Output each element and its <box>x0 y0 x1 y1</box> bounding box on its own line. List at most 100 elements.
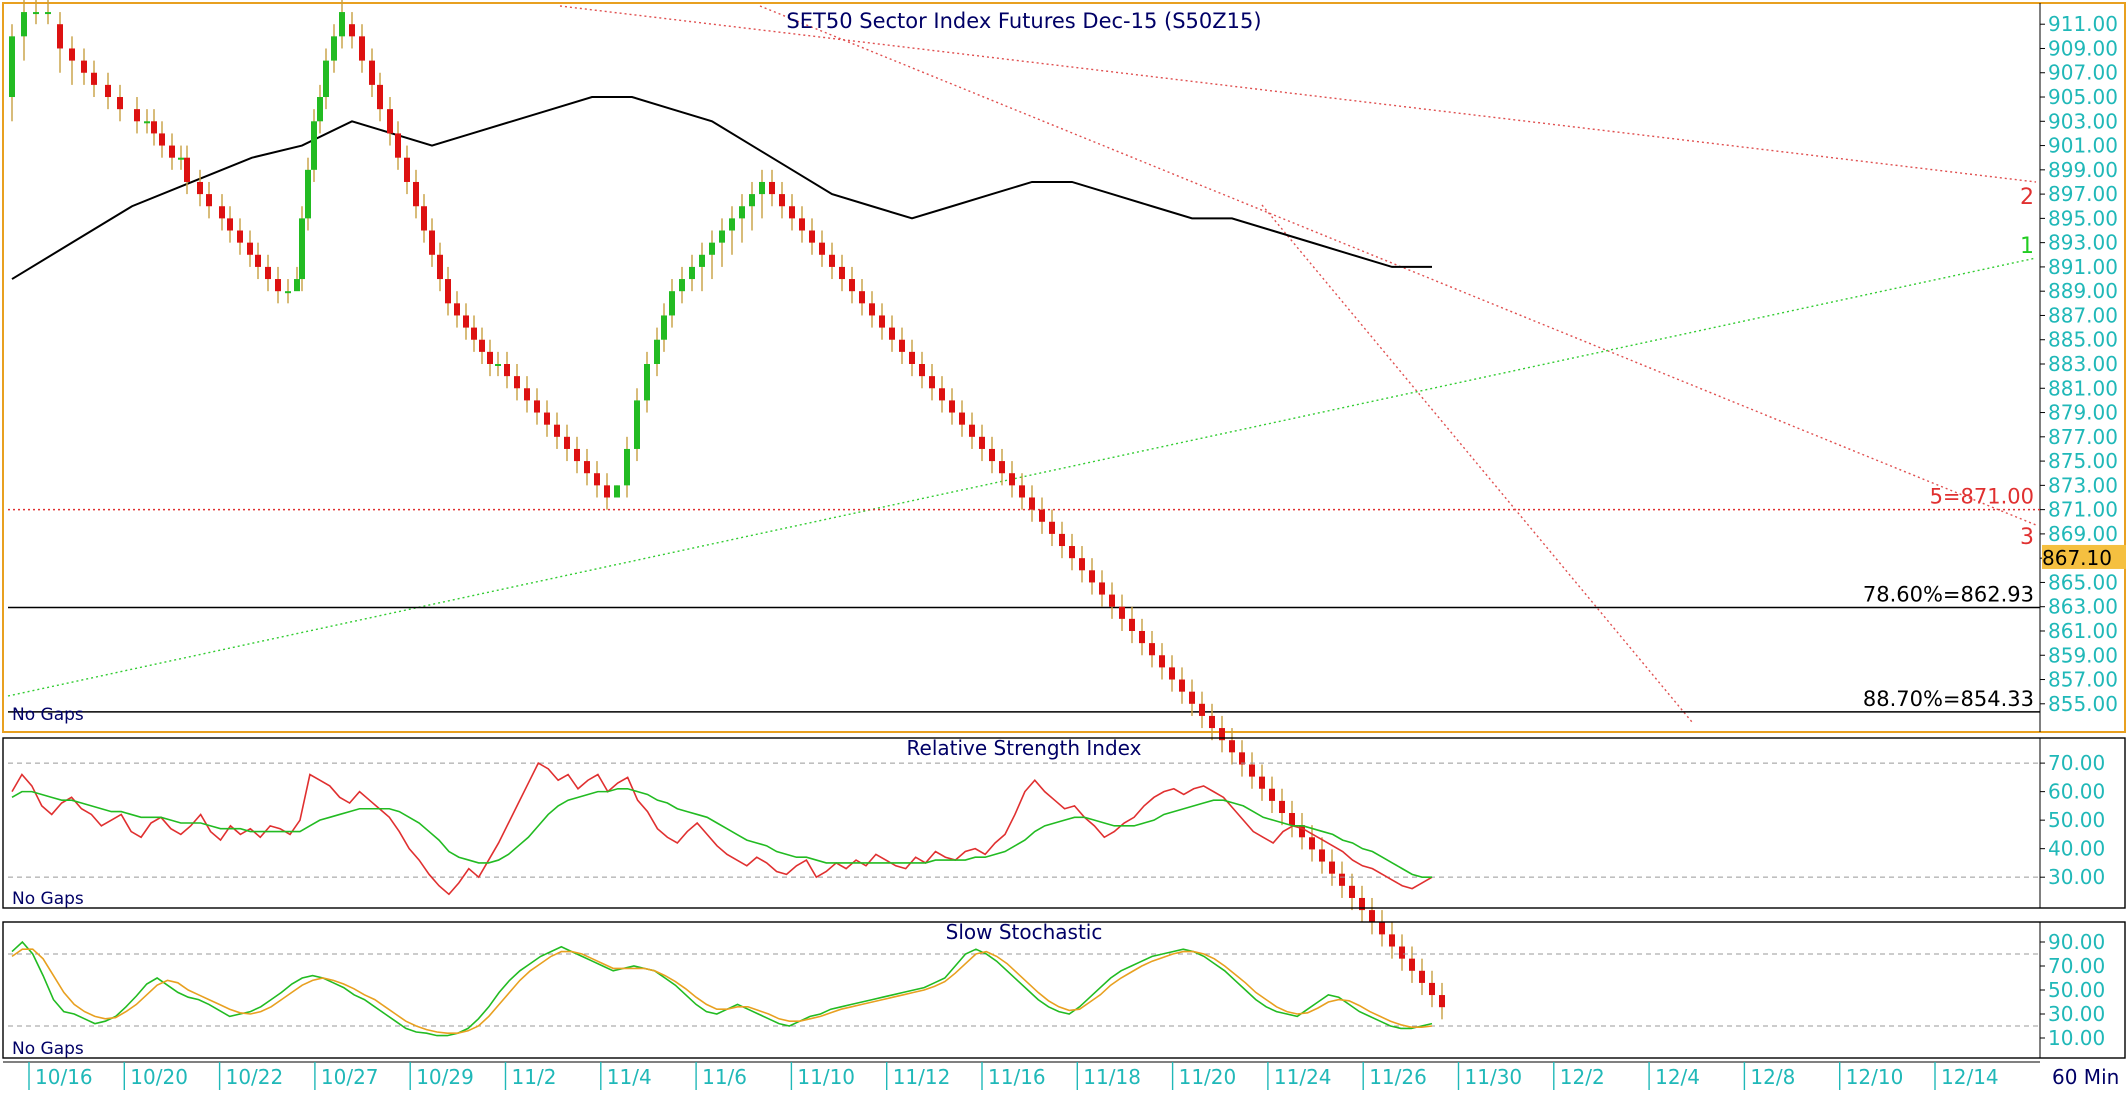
candle-body <box>544 412 550 425</box>
rsi-tick-label: 70.00 <box>2048 751 2105 775</box>
candle-body <box>463 315 469 328</box>
price-panel[interactable]: 911.00909.00907.00905.00903.00901.00899.… <box>2 0 2126 1020</box>
candle-body <box>949 400 955 413</box>
candle-body <box>779 194 785 207</box>
price-tick-label: 905.00 <box>2048 85 2118 109</box>
candle-body <box>749 194 755 207</box>
candle-body <box>909 351 915 364</box>
x-tick-label: 11/10 <box>797 1065 855 1089</box>
candle-body <box>594 473 600 486</box>
candle-body <box>21 12 27 37</box>
candle-body <box>729 218 735 231</box>
x-tick-label: 10/16 <box>35 1065 93 1089</box>
candle-body <box>206 194 212 207</box>
candle-body <box>654 339 660 364</box>
candle-body <box>45 12 51 15</box>
candle-body <box>1089 570 1095 583</box>
price-tick-label: 889.00 <box>2048 279 2118 303</box>
candle-body <box>1049 521 1055 534</box>
price-tick-label: 875.00 <box>2048 449 2118 473</box>
x-tick-label: 11/2 <box>512 1065 557 1089</box>
candle-body <box>1189 691 1195 704</box>
candle-body <box>789 206 795 219</box>
price-tick-label: 863.00 <box>2048 595 2118 619</box>
candle-body <box>504 364 510 377</box>
candle-body <box>81 60 87 73</box>
candle-body <box>144 121 150 124</box>
candle-body <box>1099 582 1105 595</box>
candle-body <box>1069 546 1075 559</box>
level-label-1: 78.60%=862.93 <box>1863 583 2034 607</box>
rsi-panel[interactable]: 70.00 60.00 50.00 40.00 30.00 Relative Streng… <box>2 736 2126 909</box>
price-tick-label: 873.00 <box>2048 473 2118 497</box>
x-tick-label: 11/4 <box>607 1065 652 1089</box>
candle-body <box>1039 509 1045 522</box>
period-label: 60 Min <box>2052 1065 2119 1089</box>
price-panel-frame <box>2 2 2126 733</box>
red-trendline-steep <box>1261 204 1693 723</box>
candle-body <box>1359 897 1365 911</box>
candle-body <box>809 230 815 243</box>
candle-body <box>604 485 610 498</box>
level-label-2: 88.70%=854.33 <box>1863 687 2034 711</box>
price-tick-label: 871.00 <box>2048 498 2118 522</box>
candle-body <box>574 448 580 462</box>
candle-body <box>1389 934 1395 947</box>
candle-body <box>377 84 383 110</box>
last-price-box <box>2042 544 2126 569</box>
x-tick-label: 12/10 <box>1846 1065 1904 1089</box>
candle-body <box>387 109 393 134</box>
stochastic-tick-label: 90.00 <box>2048 930 2105 954</box>
candle-body <box>661 315 667 340</box>
x-tick-label: 12/4 <box>1655 1065 1700 1089</box>
x-tick-label: 11/6 <box>702 1065 747 1089</box>
stochastic-tick-label: 10.00 <box>2048 1026 2105 1050</box>
x-tick-label: 11/24 <box>1274 1065 1332 1089</box>
rsi-tick-label: 50.00 <box>2048 808 2105 832</box>
candle-body <box>1309 837 1315 850</box>
rsi-tick-label: 60.00 <box>2048 780 2105 804</box>
candle-body <box>1439 995 1445 1008</box>
candle-body <box>184 157 190 182</box>
candle-body <box>1139 630 1145 644</box>
candle-body <box>445 279 451 304</box>
candle-body <box>719 230 725 243</box>
candle-body <box>709 242 715 255</box>
candle-body <box>959 412 965 425</box>
x-tick-label: 10/22 <box>226 1065 284 1089</box>
candle-body <box>1209 715 1215 729</box>
candle-body <box>1019 485 1025 498</box>
price-tick-label: 865.00 <box>2048 570 2118 594</box>
x-tick-label: 12/14 <box>1941 1065 1999 1089</box>
stochastic-title: Slow Stochastic <box>946 920 1103 944</box>
candle-body <box>739 206 745 219</box>
candle-body <box>255 254 261 267</box>
rsi-tick-label: 30.00 <box>2048 865 2105 889</box>
candle-body <box>1229 740 1235 753</box>
candle-body <box>689 266 695 280</box>
candle-body <box>454 303 460 316</box>
price-tick-label: 857.00 <box>2048 668 2118 692</box>
candle-body <box>1129 618 1135 631</box>
candle-body <box>849 279 855 292</box>
trendline-label-3: 3 <box>2020 525 2034 550</box>
rsi-frame <box>2 737 2126 909</box>
candle-body <box>1329 861 1335 874</box>
candle-body <box>819 242 825 255</box>
candle-body <box>311 121 317 170</box>
price-tick-label: 881.00 <box>2048 376 2118 400</box>
candle-body <box>669 291 675 316</box>
candle-body <box>69 48 75 61</box>
candle-body <box>1109 594 1115 607</box>
x-axis: 10/16 10/20 10/22 10/27 10/29 11/2 11/4 11/6 11/… <box>3 1061 2119 1090</box>
candle-body <box>839 266 845 280</box>
candle-body <box>679 279 685 292</box>
candle-body <box>151 121 157 134</box>
candle-body <box>859 291 865 304</box>
candle-body <box>919 364 925 377</box>
candle-body <box>429 230 435 255</box>
rsi-title: Relative Strength Index <box>907 736 1142 760</box>
